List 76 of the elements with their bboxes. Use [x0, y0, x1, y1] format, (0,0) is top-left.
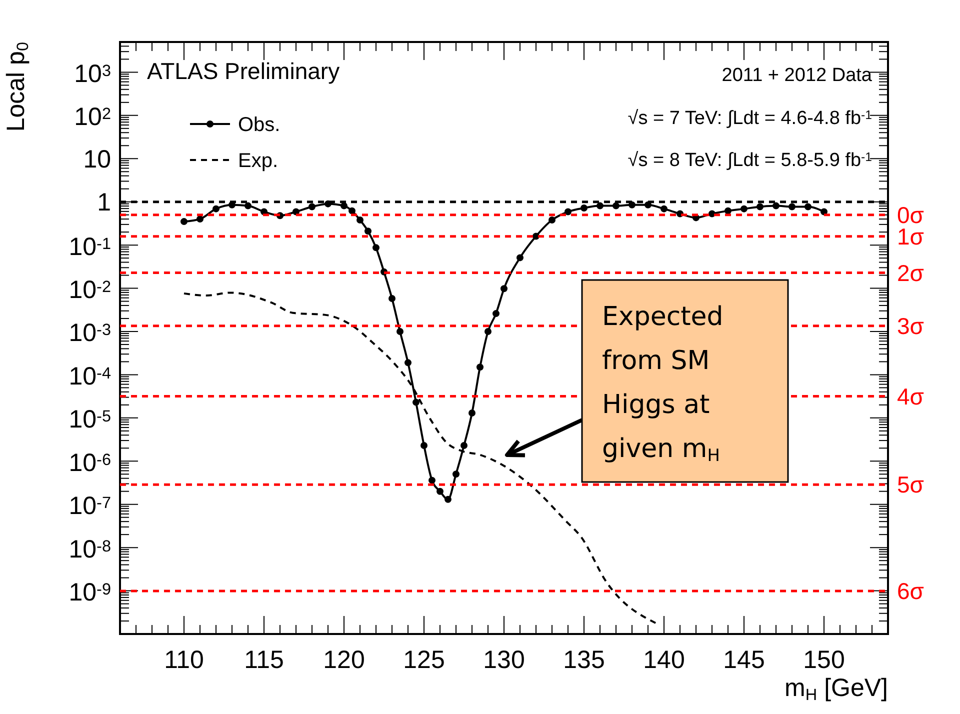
point: [196, 216, 204, 223]
y-tick-label: 1: [97, 188, 111, 217]
annotation: ATLAS Preliminary: [147, 58, 340, 84]
x-axis-title: m$_{H}$ [GeV]: [784, 674, 888, 704]
point: [804, 203, 812, 210]
point: [500, 285, 508, 292]
point: [308, 203, 316, 210]
point: [596, 202, 604, 210]
x-tick-label: 110: [164, 646, 204, 674]
y-tick-label: 10$^{-7}$: [68, 492, 111, 520]
point: [548, 216, 556, 224]
y-tick-label: 10$^{2}$: [74, 103, 111, 132]
y-tick-label: 10$^{-3}$: [68, 319, 111, 348]
annotation: √s = 7 TeV: ∫Ldt = 4.6-4.8 fb$^{-1}$: [628, 108, 872, 129]
x-tick-label: 135: [563, 646, 605, 674]
point: [452, 470, 460, 478]
point: [460, 442, 468, 450]
annotation: Expected from SM Higgs at given m$_{H}$: [602, 302, 724, 466]
point: [444, 496, 452, 503]
x-tick-label: 115: [244, 646, 284, 674]
x-tick-label: 120: [323, 646, 365, 674]
point: [396, 328, 404, 335]
y-tick-label: 10$^{-4}$: [68, 362, 111, 390]
point: [772, 202, 780, 210]
point: [420, 442, 428, 450]
annotation: 2011 + 2012 Data: [722, 65, 872, 86]
point: [404, 359, 412, 366]
y-tick-label: 10: [83, 145, 111, 174]
point: [356, 216, 364, 224]
point: [628, 201, 636, 208]
y-tick-label: 10$^{-9}$: [68, 578, 111, 607]
point: [436, 488, 444, 495]
y-tick-label: 10$^{-2}$: [68, 276, 111, 304]
point: [324, 200, 332, 208]
x-tick-label: 145: [723, 646, 765, 674]
point: [468, 410, 476, 416]
annotation: √s = 8 TeV: ∫Ldt = 5.8-5.9 fb$^{-1}$: [628, 150, 872, 171]
point: [180, 218, 188, 226]
point: [516, 254, 524, 262]
point: [476, 364, 484, 371]
point: [412, 398, 420, 406]
point: [340, 202, 348, 210]
y-tick-label: 10$^{-5}$: [68, 406, 111, 434]
point: [788, 203, 796, 210]
x-tick-label: 140: [643, 646, 685, 674]
y-tick-label: 10$^{3}$: [74, 60, 111, 88]
point: [364, 228, 372, 235]
point: [612, 202, 620, 210]
point: [564, 208, 572, 216]
point: [756, 203, 764, 210]
point: [388, 295, 396, 302]
legend-label: Exp.: [238, 150, 278, 172]
ref-line-label: 5σ: [897, 472, 924, 498]
x-tick-label: 125: [403, 646, 445, 674]
ref-line-label: 3σ: [897, 312, 924, 339]
y-tick-label: 10$^{-8}$: [68, 535, 111, 564]
legend-label: Obs.: [238, 114, 280, 136]
x-tick-label: 130: [483, 646, 525, 674]
point: [372, 244, 380, 252]
ref-line-label: 2σ: [897, 260, 924, 286]
point: [492, 310, 500, 318]
point: [644, 201, 652, 208]
point: [212, 205, 220, 212]
ref-line-label: 4σ: [897, 383, 924, 410]
point: [740, 205, 748, 212]
point: [660, 205, 668, 212]
point: [348, 207, 356, 214]
point: [484, 328, 492, 335]
y-tick-label: 10$^{-6}$: [68, 448, 111, 477]
ref-line-label: 6σ: [897, 578, 924, 604]
x-tick-label: 150: [803, 646, 845, 674]
point: [428, 476, 436, 484]
point: [244, 202, 252, 210]
point: [580, 204, 588, 212]
point: [724, 207, 732, 214]
y-tick-label: 10$^{-1}$: [68, 232, 111, 261]
